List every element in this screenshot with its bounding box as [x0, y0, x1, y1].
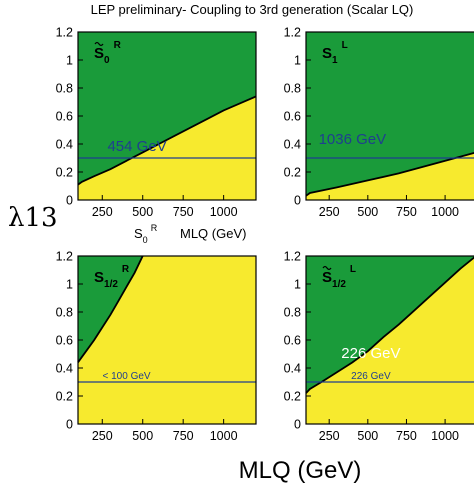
exclusion-boundary: [77, 95, 257, 186]
panel-label: S1/2R: [94, 264, 130, 290]
tilde-mark: [94, 41, 104, 47]
mass-limit-annotation: 1036 GeV: [319, 131, 387, 148]
panel-s12l: 0 0.2 0.4 0.6 0.8 1 1.2 250 500 750 1000 226 GeV 226…: [284, 250, 474, 443]
y-tick-label: 0.2: [284, 166, 301, 180]
y-tick-label: 0: [66, 418, 73, 432]
excluded-region: [78, 32, 256, 185]
x-tick-label: 500: [357, 205, 378, 219]
y-tick-label: 1: [294, 278, 301, 292]
y-tick-label: 1: [294, 54, 301, 68]
x-tick-label: 1000: [210, 429, 238, 443]
y-tick-label: 0.6: [56, 334, 73, 348]
excluded-region: [78, 256, 143, 363]
y-tick-label: 1.2: [56, 26, 73, 40]
caption-sub: 0: [143, 235, 148, 245]
x-tick-label: 500: [132, 205, 153, 219]
x-tick-label: 750: [173, 429, 194, 443]
x-tick-label: 250: [92, 205, 113, 219]
x-tick-label: 1000: [431, 429, 459, 443]
y-tick-label: 0.6: [284, 110, 301, 124]
panel-s0r: 0 0.2 0.4 0.6 0.8 1 1.2 250 500 750 1000 454 GeV S0R: [56, 26, 257, 219]
mass-limit-annotation: < 100 GeV: [102, 371, 150, 382]
x-tick-label: 750: [173, 205, 194, 219]
x-tick-label: 250: [92, 429, 113, 443]
y-tick-label: 0.6: [284, 334, 301, 348]
excluded-region: [306, 256, 474, 394]
y-tick-label: 1: [66, 54, 73, 68]
y-tick-label: 0.4: [284, 138, 301, 152]
y-tick-label: 0.8: [284, 306, 301, 320]
y-tick-label: 0.2: [56, 166, 73, 180]
chart-title: LEP preliminary- Coupling to 3rd generat…: [91, 2, 414, 17]
mass-limit-annotation: 454 GeV: [107, 138, 166, 155]
exclusion-boundary: [77, 255, 144, 363]
y-axis-label: λ13: [8, 203, 58, 233]
x-tick-label: 1000: [431, 205, 459, 219]
tilde-mark: [322, 265, 332, 271]
x-tick-label: 1000: [210, 205, 238, 219]
x-tick-label: 750: [396, 205, 417, 219]
panel-label: S1/2L: [322, 264, 356, 290]
y-tick-label: 0.8: [56, 82, 73, 96]
y-tick-label: 0.2: [284, 390, 301, 404]
x-tick-label: 500: [132, 429, 153, 443]
x-axis-label: MLQ (GeV): [239, 457, 362, 484]
panel-s12r: 0 0.2 0.4 0.6 0.8 1 1.2 250 500 750 1000 < 100 GeV S…: [56, 250, 257, 443]
x-tick-label: 250: [319, 205, 340, 219]
x-tick-label: 500: [357, 429, 378, 443]
caption-symbol: S: [134, 226, 143, 241]
y-tick-label: 0.4: [284, 362, 301, 376]
y-tick-label: 0: [294, 194, 301, 208]
y-tick-label: 0.8: [284, 82, 301, 96]
y-tick-label: 0.6: [56, 110, 73, 124]
y-tick-label: 1: [66, 278, 73, 292]
y-tick-label: 0: [294, 418, 301, 432]
mass-limit-annotation: 226 GeV: [341, 345, 400, 362]
panel-s1l: 0 0.2 0.4 0.6 0.8 1 1.2 250 500 750 1000 1036 GeV S1…: [284, 26, 474, 219]
y-tick-label: 1.2: [56, 250, 73, 264]
y-tick-label: 1.2: [284, 250, 301, 264]
y-tick-label: 0.8: [56, 306, 73, 320]
svg-text:S0R: S0R: [134, 223, 158, 245]
y-tick-label: 0.4: [56, 138, 73, 152]
y-tick-label: 0.2: [56, 390, 73, 404]
mass-limit-annotation-small: 226 GeV: [351, 371, 391, 382]
excluded-region: [306, 32, 474, 196]
x-tick-label: 250: [319, 429, 340, 443]
caption-sup: R: [151, 223, 158, 233]
panel-label: S0R: [94, 40, 122, 66]
y-tick-label: 0.4: [56, 362, 73, 376]
x-tick-label: 750: [396, 429, 417, 443]
panel-label: S1L: [322, 40, 348, 66]
y-tick-label: 0: [66, 194, 73, 208]
caption-mlq: MLQ (GeV): [180, 226, 246, 241]
y-tick-label: 1.2: [284, 26, 301, 40]
panel-0-x-caption: S0R MLQ (GeV): [134, 223, 246, 245]
